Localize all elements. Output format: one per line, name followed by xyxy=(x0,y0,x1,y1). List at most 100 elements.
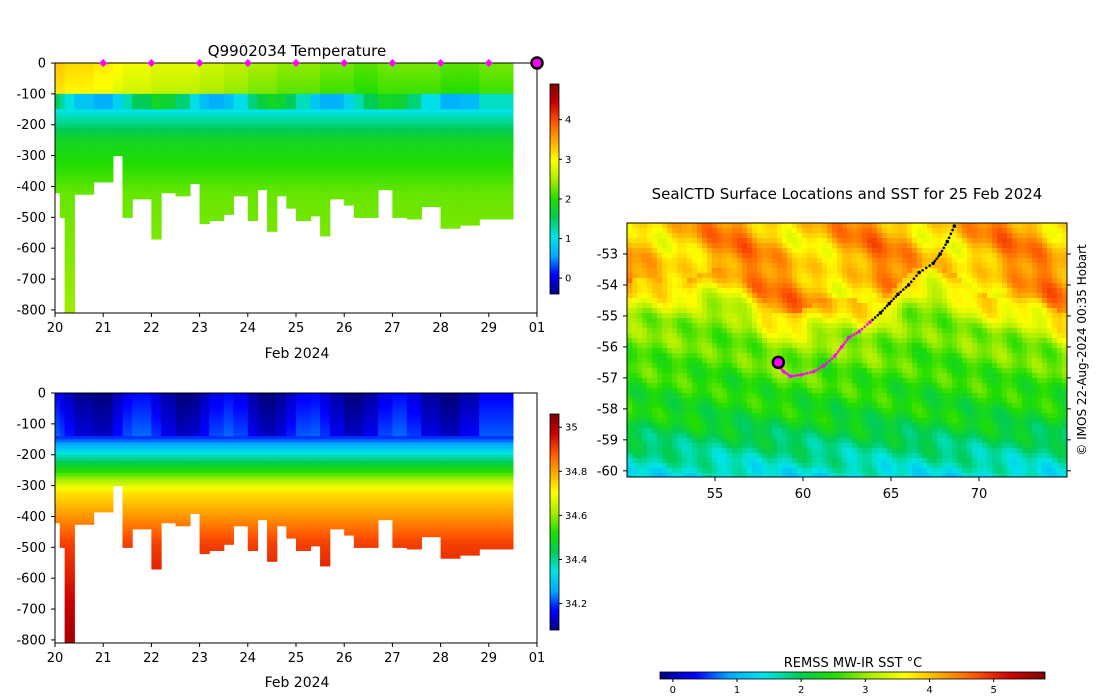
section-cell xyxy=(310,90,321,95)
sst-cell xyxy=(717,223,723,229)
section-cell xyxy=(296,214,312,218)
section-cell xyxy=(320,544,331,548)
section-cell xyxy=(122,522,133,527)
sst-cell xyxy=(707,403,713,409)
section-cell xyxy=(296,460,312,465)
x-tick-label: 21 xyxy=(95,321,112,336)
sst-cell xyxy=(692,408,698,414)
section-cell xyxy=(122,112,133,117)
section-cell xyxy=(161,488,177,493)
section-cell xyxy=(267,485,278,490)
section-cell xyxy=(440,201,461,206)
section-cell xyxy=(440,78,461,83)
section-cell xyxy=(406,87,422,92)
section-cell xyxy=(310,161,321,166)
section-cell xyxy=(421,510,442,514)
sst-cell xyxy=(632,358,638,364)
sst-cell xyxy=(697,368,703,374)
sst-cell xyxy=(742,283,748,289)
sst-cell xyxy=(647,348,653,354)
section-cell xyxy=(257,479,268,484)
section-cell xyxy=(247,522,259,527)
section-cell xyxy=(64,177,75,181)
sst-cell xyxy=(727,373,733,379)
section-cell xyxy=(276,420,287,425)
sst-cell xyxy=(652,453,658,459)
section-cell xyxy=(64,137,75,141)
section-cell xyxy=(392,149,408,154)
section-cell xyxy=(392,174,408,178)
section-cell xyxy=(64,279,75,283)
section-cell xyxy=(223,130,234,135)
section-cell xyxy=(329,167,345,172)
section-cell xyxy=(223,124,234,129)
sst-cell xyxy=(747,368,753,374)
section-cell xyxy=(377,445,393,450)
sst-cell xyxy=(632,388,638,394)
sst-cell xyxy=(677,298,683,304)
section-cell xyxy=(276,103,287,107)
section-cell xyxy=(189,457,201,462)
sst-cell xyxy=(762,443,768,449)
sst-cell xyxy=(687,398,693,404)
sst-cell xyxy=(737,428,743,434)
section-cell xyxy=(320,152,331,157)
sst-cell xyxy=(732,453,738,459)
section-cell xyxy=(93,121,114,126)
salinity-y-axis: 0-100-200-300-400-500-600-700-800 xyxy=(16,387,55,648)
sst-cell xyxy=(642,293,648,299)
section-cell xyxy=(344,482,355,487)
section-cell xyxy=(320,201,331,206)
sst-cell xyxy=(762,358,768,364)
section-cell xyxy=(122,180,133,184)
section-cell xyxy=(310,519,321,524)
sst-cell xyxy=(667,278,673,284)
section-cell xyxy=(320,232,331,237)
section-cell xyxy=(199,167,210,172)
section-cell xyxy=(93,501,114,505)
section-cell xyxy=(209,504,225,508)
sst-cell xyxy=(707,363,713,369)
sst-cell xyxy=(632,453,638,459)
section-cell xyxy=(344,177,355,181)
section-cell xyxy=(151,448,162,453)
section-cell xyxy=(93,180,114,183)
y-tick-label: -800 xyxy=(16,303,46,318)
section-cell xyxy=(199,69,210,73)
section-cell xyxy=(479,137,514,141)
section-cell xyxy=(276,155,287,160)
section-cell xyxy=(122,183,133,188)
section-cell xyxy=(189,402,201,406)
section-cell xyxy=(209,186,225,191)
sst-cell xyxy=(657,233,663,239)
sst-cell xyxy=(742,253,748,259)
section-cell xyxy=(199,467,210,471)
sst-cell xyxy=(657,353,663,359)
section-cell xyxy=(310,192,321,197)
section-cell xyxy=(151,232,162,237)
sst-cell xyxy=(752,238,758,244)
section-cell xyxy=(223,405,234,410)
section-cell xyxy=(233,411,249,416)
section-cell xyxy=(223,164,234,169)
sst-cell xyxy=(627,423,633,429)
sst-cell xyxy=(692,418,698,424)
sst-cell xyxy=(682,263,688,269)
section-cell xyxy=(353,161,365,166)
sst-cell xyxy=(677,283,683,289)
section-cell xyxy=(421,78,442,83)
sst-cell xyxy=(677,363,683,369)
sst-cell xyxy=(702,388,708,394)
sst-cell xyxy=(707,473,713,477)
x-tick-label: 24 xyxy=(240,651,257,666)
section-cell xyxy=(161,106,177,110)
section-cell xyxy=(64,470,75,474)
sst-cell xyxy=(667,353,673,359)
section-cell xyxy=(459,121,480,126)
section-cell xyxy=(377,96,393,101)
section-cell xyxy=(55,152,61,157)
section-cell xyxy=(363,72,379,76)
sst-cell xyxy=(747,263,753,269)
section-cell xyxy=(199,473,210,477)
section-cell xyxy=(310,501,321,505)
